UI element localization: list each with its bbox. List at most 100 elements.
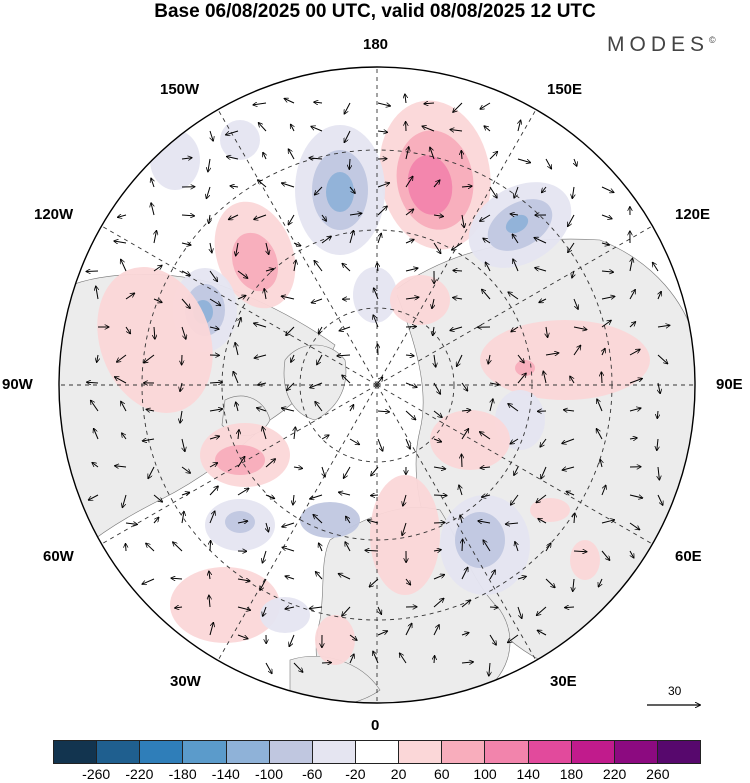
wind-arrow: [309, 607, 323, 609]
wind-arrow: [173, 542, 183, 552]
reference-vector-label: 30: [668, 684, 682, 698]
wind-arrow: [236, 242, 238, 256]
wind-arrow: [377, 131, 388, 132]
wind-arrow: [480, 467, 491, 468]
wind-arrow: [349, 186, 355, 193]
label-150w: 150W: [160, 81, 200, 98]
wind-arrow: [258, 180, 267, 188]
wind-arrow: [349, 634, 357, 640]
label-90w: 90W: [2, 376, 33, 393]
wind-arrow: [535, 268, 547, 272]
wind-arrow: [601, 243, 609, 245]
wind-arrow: [316, 572, 323, 580]
wind-arrow: [233, 372, 239, 384]
wind-arrow: [377, 411, 389, 412]
wind-arrow: [237, 579, 250, 581]
wind-arrow: [146, 409, 155, 411]
wind-arrow: [291, 354, 294, 362]
wind-arrow: [600, 459, 602, 468]
meridian-line: [376, 384, 537, 661]
colorbar-tick-label: 20: [390, 766, 407, 782]
wind-arrow: [536, 494, 547, 503]
anomaly-contour: [530, 498, 570, 522]
colorbar-swatch: [312, 741, 356, 763]
wind-arrow: [453, 102, 463, 112]
wind-arrow: [405, 355, 414, 356]
wind-arrow: [462, 214, 464, 228]
wind-arrow: [405, 578, 411, 585]
wind-arrow: [365, 550, 379, 551]
wind-arrow: [337, 355, 351, 356]
wind-arrow: [254, 354, 267, 358]
wind-arrow: [489, 570, 495, 580]
wind-arrow: [237, 457, 245, 468]
wind-arrow: [294, 427, 295, 440]
wind-arrow: [405, 410, 416, 420]
wind-arrow: [182, 438, 185, 452]
meridian-line: [376, 384, 653, 545]
wind-arrow: [91, 400, 99, 412]
modes-logo: MODES©: [607, 33, 716, 57]
wind-arrow: [349, 438, 359, 445]
land-polygon: [283, 344, 347, 421]
wind-arrow: [181, 466, 190, 473]
wind-arrow: [601, 372, 602, 384]
wind-arrow: [562, 438, 575, 444]
wind-arrow: [573, 327, 587, 330]
wind-arrow: [263, 606, 267, 616]
wind-arrow: [453, 298, 463, 300]
colorbar-tick-label: 260: [646, 766, 670, 782]
wind-arrow: [258, 123, 267, 132]
wind-arrow: [182, 511, 184, 524]
label-120w: 120W: [34, 206, 74, 223]
wind-arrow: [403, 494, 407, 506]
wind-arrow: [598, 578, 602, 587]
wind-arrow: [181, 492, 190, 495]
wind-arrow: [508, 404, 519, 412]
wind-arrow: [602, 349, 605, 356]
wind-arrow: [310, 494, 323, 499]
wind-arrow: [88, 494, 99, 500]
wind-arrow: [285, 607, 295, 609]
map-boundary: [58, 66, 696, 704]
wind-arrow: [517, 606, 522, 619]
wind-arrow: [570, 376, 575, 384]
wind-arrow: [377, 263, 378, 272]
wind-arrow: [433, 625, 439, 636]
wind-arrow: [459, 485, 462, 496]
wind-arrow: [574, 158, 577, 166]
wind-arrow: [254, 323, 267, 328]
wind-arrow: [122, 433, 127, 440]
meridian-line: [217, 109, 378, 386]
wind-arrow: [433, 326, 434, 336]
wind-arrow: [285, 576, 295, 579]
wind-arrow: [378, 233, 381, 244]
wind-arrow: [235, 343, 238, 356]
wind-arrow: [489, 634, 496, 645]
anomaly-contour: [170, 567, 280, 643]
wind-arrow: [513, 259, 519, 272]
wind-arrow: [534, 238, 547, 244]
wind-arrow: [658, 382, 660, 394]
wind-arrow: [309, 158, 323, 159]
wind-arrow: [92, 463, 99, 468]
wind-arrow: [153, 265, 162, 272]
wind-arrow: [237, 296, 246, 300]
wind-arrow: [537, 606, 547, 615]
colorbar-tick-label: -20: [345, 766, 366, 782]
wind-arrow: [126, 544, 127, 552]
wind-arrow: [227, 157, 239, 160]
wind-arrow: [282, 547, 295, 552]
wind-arrow: [405, 623, 412, 636]
wind-arrow: [461, 633, 469, 635]
wind-arrow: [314, 261, 323, 272]
wind-arrow: [142, 439, 155, 441]
wind-arrow: [460, 515, 462, 524]
wind-arrow: [565, 607, 575, 608]
wind-arrow: [349, 231, 354, 244]
wind-arrow: [511, 326, 519, 332]
wind-arrow: [377, 102, 390, 106]
map-title: Base 06/08/2025 00 UTC, valid 08/08/2025…: [154, 1, 596, 22]
wind-arrow: [96, 286, 98, 300]
wind-arrow: [265, 662, 272, 674]
